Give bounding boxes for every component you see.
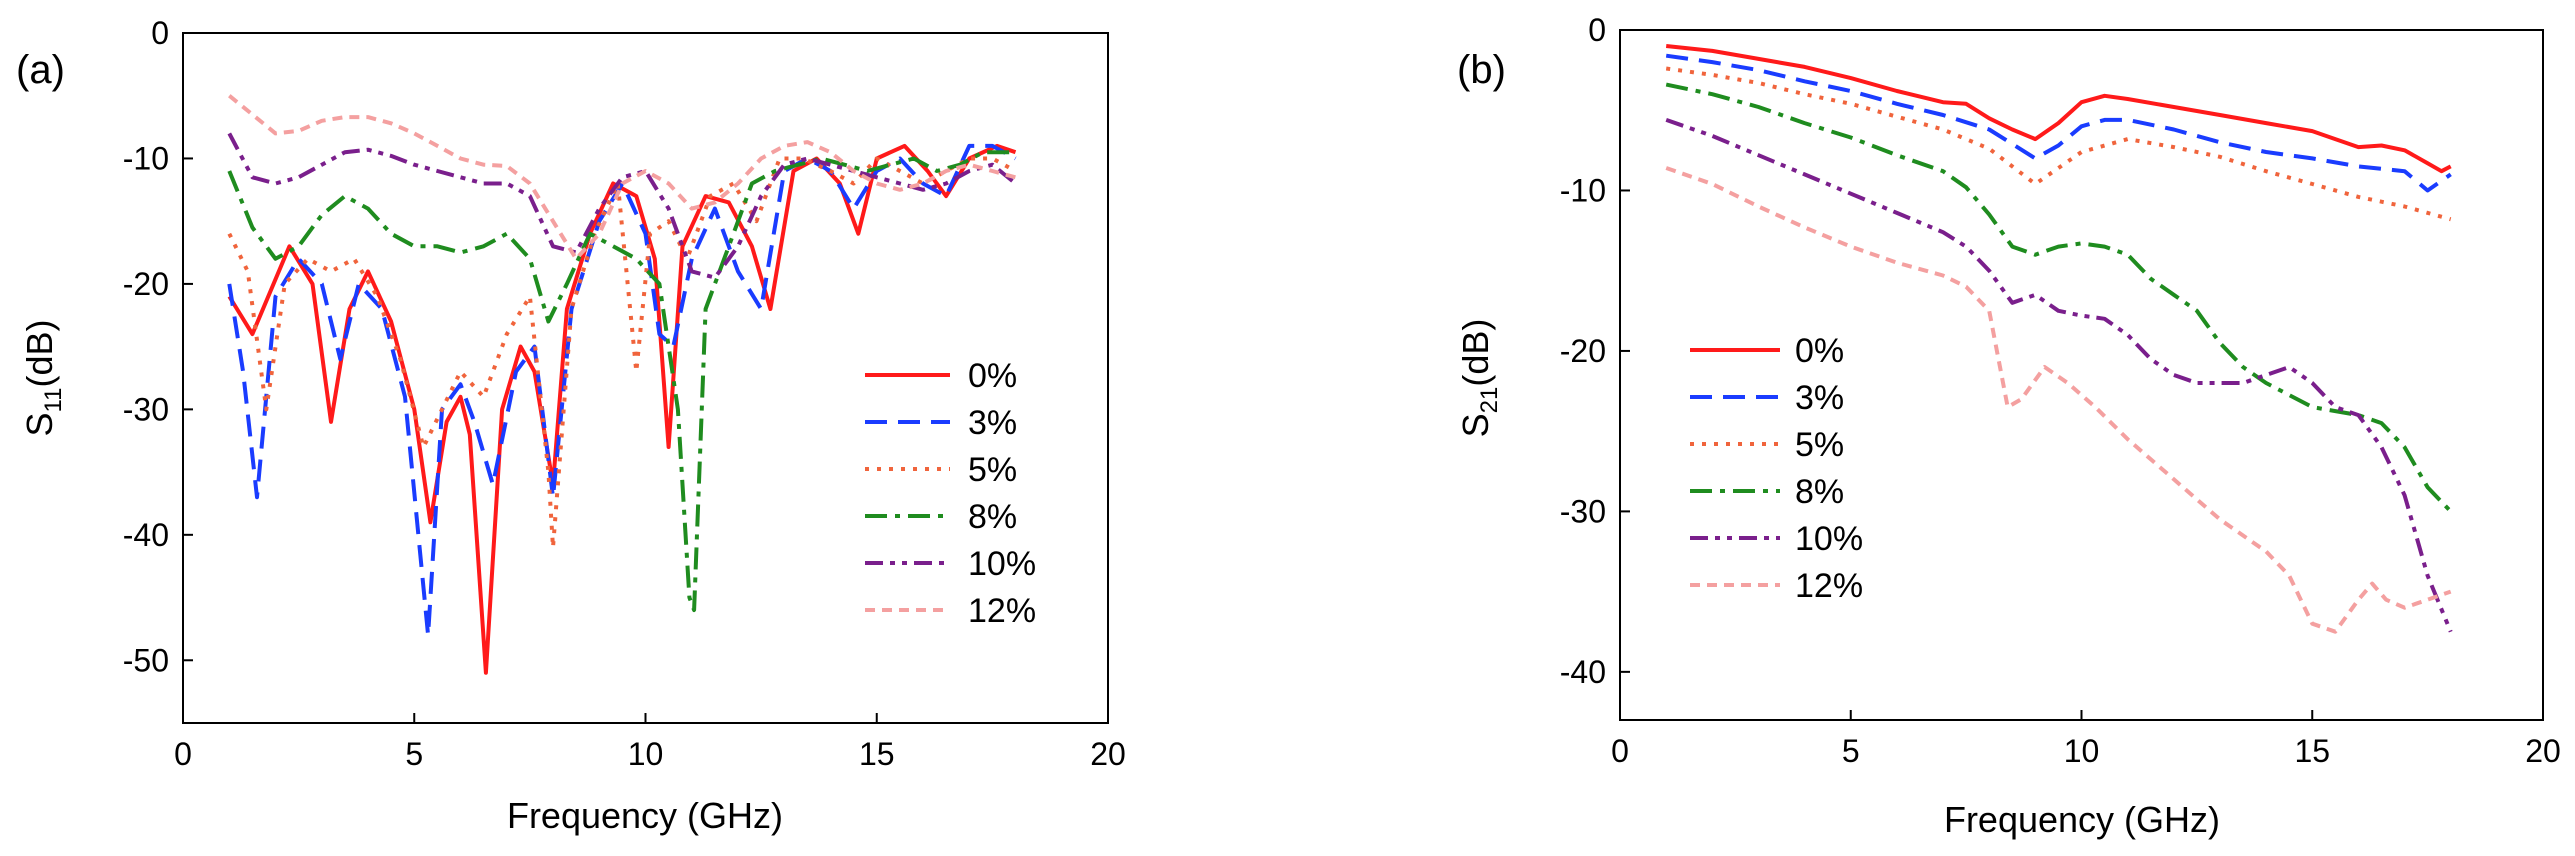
legend-label: 10% <box>1795 520 1863 558</box>
panel-b-y-axis-title-main: S <box>1455 413 1496 437</box>
legend-label: 12% <box>1795 567 1863 605</box>
series-line-0pct <box>227 143 1017 675</box>
x-tick-label: 0 <box>1611 733 1629 769</box>
panel-b-y-axis-title: S21(dB) <box>1455 319 1503 438</box>
panel-a-label: (a) <box>16 48 65 92</box>
panel-a-legend: 0% 3% 5% 8% 10% 12% <box>865 357 1036 630</box>
panel-b-series <box>1665 44 2453 634</box>
y-tick-label: -10 <box>123 140 169 176</box>
panel-a: 0 5 10 15 20 0 -10 -20 -30 -40 -50 (a) Frequency (… <box>16 15 1126 836</box>
x-tick-label: 10 <box>628 736 664 772</box>
y-tick-label: -20 <box>1560 333 1606 369</box>
legend-label: 8% <box>968 498 1017 536</box>
y-tick-label: 0 <box>151 15 169 51</box>
x-tick-label: 15 <box>859 736 895 772</box>
panel-b-x-axis-title: Frequency (GHz) <box>1944 799 2220 840</box>
legend-label: 0% <box>968 357 1017 395</box>
legend-label: 5% <box>968 451 1017 489</box>
panel-b-label: (b) <box>1457 48 1506 92</box>
y-tick-label: -40 <box>123 517 169 553</box>
series-line-10pct <box>1665 118 2453 633</box>
series-line-8pct <box>227 150 1016 613</box>
legend-label: 0% <box>1795 332 1844 370</box>
panel-b: 0 5 10 15 20 0 -10 -20 -30 -40 (b) Frequency (GHz… <box>1455 12 2561 840</box>
series-line-10pct <box>227 132 1017 280</box>
y-tick-label: -40 <box>1560 654 1606 690</box>
series-line-5pct <box>227 156 1017 550</box>
x-tick-label: 0 <box>174 736 192 772</box>
y-tick-label: -10 <box>1560 172 1606 208</box>
panel-a-series <box>227 94 1017 675</box>
y-tick-label: -20 <box>123 266 169 302</box>
panel-a-y-axis-title-sub: 11 <box>40 388 67 413</box>
panel-b-ticks: 0 5 10 15 20 0 -10 -20 -30 -40 <box>1560 12 2561 769</box>
series-line-8pct <box>1665 82 2453 513</box>
x-tick-label: 20 <box>2525 733 2561 769</box>
x-tick-label: 5 <box>405 736 423 772</box>
series-line-3pct <box>227 143 1017 638</box>
series-line-12pct <box>228 94 1017 261</box>
legend-label: 3% <box>1795 379 1844 417</box>
panel-b-y-axis-title-sub: 21 <box>1476 387 1503 414</box>
legend-label: 5% <box>1795 426 1844 464</box>
panel-a-x-axis-title: Frequency (GHz) <box>507 795 783 836</box>
x-tick-label: 10 <box>2064 733 2100 769</box>
series-line-3pct <box>1665 53 2452 193</box>
series-line-5pct <box>1665 66 2452 222</box>
legend-label: 8% <box>1795 473 1844 511</box>
x-tick-label: 5 <box>1842 733 1860 769</box>
legend-label: 12% <box>968 592 1036 630</box>
panel-a-y-axis-title-main: S <box>19 412 60 436</box>
legend-label: 10% <box>968 545 1036 583</box>
y-tick-label: -50 <box>123 642 169 678</box>
x-tick-label: 15 <box>2294 733 2330 769</box>
series-line-12pct <box>1665 166 2452 634</box>
panel-b-y-axis-title-unit: (dB) <box>1455 319 1496 387</box>
panel-a-y-axis-title: S11(dB) <box>19 320 67 437</box>
panel-b-plot-frame <box>1619 29 2544 721</box>
y-tick-label: -30 <box>123 391 169 427</box>
y-tick-label: 0 <box>1588 12 1606 48</box>
panel-a-ticks: 0 5 10 15 20 0 -10 -20 -30 -40 -50 <box>123 15 1126 772</box>
panel-a-y-axis-title-unit: (dB) <box>19 320 60 388</box>
legend-label: 3% <box>968 404 1017 442</box>
x-tick-label: 20 <box>1090 736 1126 772</box>
panel-b-legend: 0% 3% 5% 8% 10% 12% <box>1690 332 1863 605</box>
y-tick-label: -30 <box>1560 493 1606 529</box>
series-line-0pct <box>1665 44 2452 174</box>
